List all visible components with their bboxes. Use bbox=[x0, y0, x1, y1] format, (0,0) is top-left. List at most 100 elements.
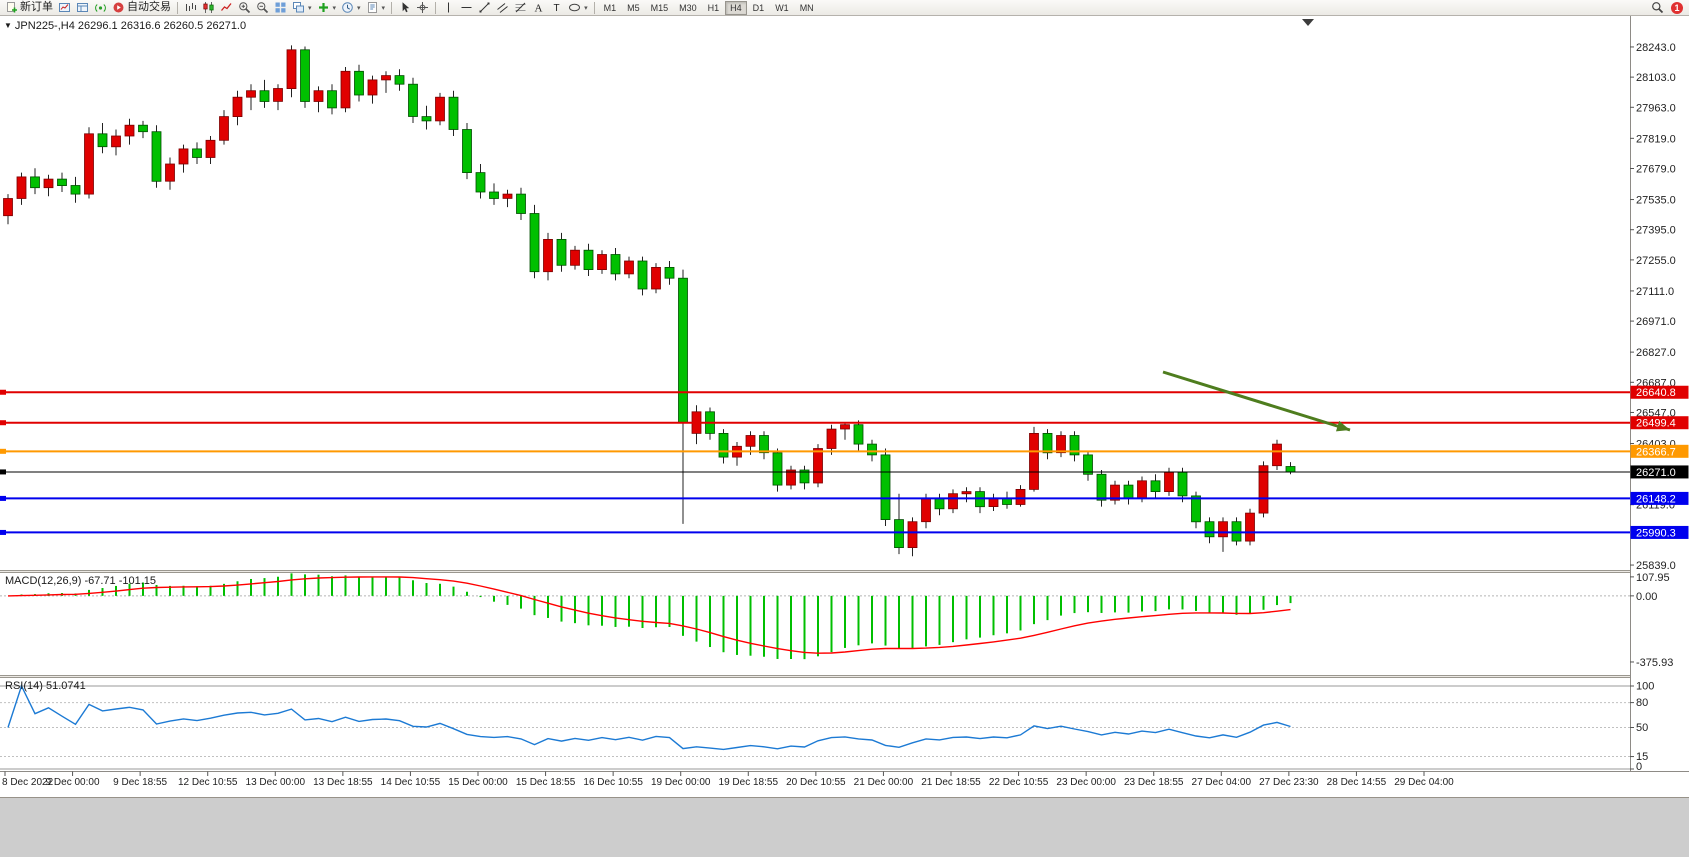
trend-arrow-annotation[interactable] bbox=[1162, 370, 1351, 432]
macd-axis-label: 107.95 bbox=[1636, 572, 1670, 584]
timeframe-d1-button[interactable]: D1 bbox=[752, 2, 765, 13]
timeframe-mn-button[interactable]: MN bbox=[799, 2, 814, 13]
candle-chart-mode-button[interactable] bbox=[200, 0, 217, 15]
toolbar-separator bbox=[177, 1, 178, 14]
level-line-left-marker[interactable] bbox=[0, 495, 6, 501]
candle-body bbox=[853, 424, 864, 445]
candle-body bbox=[192, 148, 202, 158]
notification-badge[interactable]: 1 bbox=[1671, 1, 1683, 14]
candle-body bbox=[1272, 443, 1282, 467]
dropdown-arrow-icon[interactable]: ▾ bbox=[381, 4, 386, 12]
time-axis-label: 19 Dec 18:55 bbox=[719, 777, 779, 788]
tile-windows-button[interactable] bbox=[272, 0, 289, 15]
svg-text:A: A bbox=[535, 3, 543, 15]
dropdown-arrow-icon[interactable]: ▾ bbox=[332, 4, 337, 12]
candle-body bbox=[826, 428, 837, 449]
timeframe-w1-button[interactable]: W1 bbox=[775, 2, 789, 13]
timeframe-m15-button[interactable]: M15 bbox=[650, 2, 669, 13]
candle-body bbox=[1258, 465, 1269, 514]
price-tag-label: 26148.2 bbox=[1636, 493, 1676, 505]
candle-body bbox=[259, 90, 270, 102]
time-axis-label: 14 Dec 10:55 bbox=[381, 777, 441, 788]
data-window-button[interactable] bbox=[74, 0, 91, 15]
candle-body bbox=[948, 493, 958, 510]
macd-axis-label: 0.00 bbox=[1636, 591, 1657, 603]
candle-body bbox=[678, 277, 688, 424]
price-tag bbox=[1630, 491, 1689, 505]
dropdown-arrow-icon[interactable]: ▾ bbox=[584, 4, 588, 12]
timeframe-h4-button[interactable]: H4 bbox=[725, 0, 747, 15]
chart-shift-marker[interactable] bbox=[1302, 19, 1314, 26]
time-axis-label: 20 Dec 10:55 bbox=[786, 777, 846, 788]
line-chart-mode-button[interactable] bbox=[218, 0, 235, 15]
collapse-arrow-icon[interactable]: ▼ bbox=[4, 21, 12, 30]
timeframe-h1-button[interactable]: H1 bbox=[707, 2, 720, 13]
templates-button[interactable]: ▾ bbox=[364, 0, 388, 15]
text-tool-button[interactable]: A bbox=[530, 0, 547, 15]
hline-icon bbox=[460, 1, 473, 14]
candle-body bbox=[1110, 484, 1120, 501]
price-tag-label: 26640.8 bbox=[1636, 387, 1676, 399]
periods-button[interactable]: ▾ bbox=[339, 0, 363, 15]
candle-body bbox=[286, 49, 297, 89]
candle-body bbox=[1231, 521, 1242, 542]
cursor-button[interactable] bbox=[396, 0, 413, 15]
zoom-out-button[interactable] bbox=[254, 0, 271, 15]
dropdown-arrow-icon[interactable]: ▾ bbox=[357, 4, 361, 12]
fibonacci-tool-button[interactable] bbox=[512, 0, 529, 15]
bar-chart-mode-button[interactable] bbox=[182, 0, 199, 15]
level-line-left-marker[interactable] bbox=[0, 448, 6, 454]
rsi-level-label: 50 bbox=[1636, 722, 1648, 734]
rsi-pane-splitter[interactable] bbox=[0, 675, 1689, 678]
macd-pane-splitter[interactable] bbox=[0, 570, 1689, 573]
candle-body bbox=[367, 79, 378, 96]
horizontal-line-tool-button[interactable] bbox=[458, 0, 475, 15]
price-tag-label: 26499.4 bbox=[1636, 418, 1676, 430]
candle-body bbox=[759, 435, 769, 454]
market-watch-button[interactable] bbox=[56, 0, 73, 15]
candle-body bbox=[745, 435, 756, 447]
line-icon bbox=[220, 1, 233, 14]
levels-layer bbox=[0, 389, 1630, 535]
trendline-tool-button[interactable] bbox=[476, 0, 493, 15]
time-axis-label: 15 Dec 18:55 bbox=[516, 777, 576, 788]
candle-body bbox=[97, 133, 108, 148]
timeframe-m30-button[interactable]: M30 bbox=[679, 2, 697, 13]
crosshair-button[interactable] bbox=[414, 0, 431, 15]
level-line-left-marker[interactable] bbox=[0, 529, 6, 535]
text-a-icon: A bbox=[532, 1, 545, 15]
svg-text:T: T bbox=[554, 3, 560, 14]
rsi-level-label: 15 bbox=[1636, 751, 1648, 763]
chart-canvas[interactable]: 28243.0 28103.0 27963.0 27819.0 27679.0 27535… bbox=[0, 16, 1689, 797]
channel-icon bbox=[496, 1, 509, 14]
level-line-left-marker[interactable] bbox=[0, 469, 6, 475]
shapes-tool-button[interactable]: ▾ bbox=[566, 0, 590, 15]
candle-body bbox=[1137, 480, 1147, 499]
vertical-line-tool-button[interactable] bbox=[440, 0, 457, 15]
chart-window: 28243.0 28103.0 27963.0 27819.0 27679.0 27535… bbox=[0, 16, 1689, 797]
price-tick-label: 27679.0 bbox=[1636, 164, 1676, 176]
time-axis-label: 8 Dec 2022 bbox=[2, 777, 54, 788]
data-window-icon bbox=[76, 1, 89, 14]
time-axis-label: 19 Dec 00:00 bbox=[651, 777, 711, 788]
auto-arrange-button[interactable]: ▾ bbox=[290, 0, 314, 15]
rsi-level-label: 100 bbox=[1636, 681, 1654, 693]
indicators-button[interactable]: ▾ bbox=[315, 0, 339, 15]
signals-button[interactable] bbox=[92, 0, 109, 15]
candle-body bbox=[651, 266, 661, 290]
new-order-button[interactable]: 新订单 bbox=[3, 0, 55, 15]
zoom-in-button[interactable] bbox=[236, 0, 253, 15]
level-line-left-marker[interactable] bbox=[0, 389, 6, 395]
candle-body bbox=[1056, 435, 1066, 454]
label-tool-button[interactable]: T bbox=[548, 0, 565, 15]
timeframe-m1-button[interactable]: M1 bbox=[603, 2, 617, 13]
search-button[interactable] bbox=[1649, 0, 1666, 15]
dropdown-arrow-icon[interactable]: ▾ bbox=[308, 4, 312, 12]
status-bar bbox=[0, 797, 1689, 857]
level-line-left-marker[interactable] bbox=[0, 420, 6, 426]
candle-body bbox=[232, 96, 243, 117]
timeframe-m5-button[interactable]: M5 bbox=[627, 2, 640, 13]
autotrading-button[interactable]: 自动交易 bbox=[110, 0, 173, 15]
channel-tool-button[interactable] bbox=[494, 0, 511, 15]
main-toolbar: 新订单 自动交易 ▾ ▾ ▾ ▾ A T ▾ M1 M5 M15 M30 H1 H4 D1 W1 MN 1 bbox=[0, 0, 1689, 16]
